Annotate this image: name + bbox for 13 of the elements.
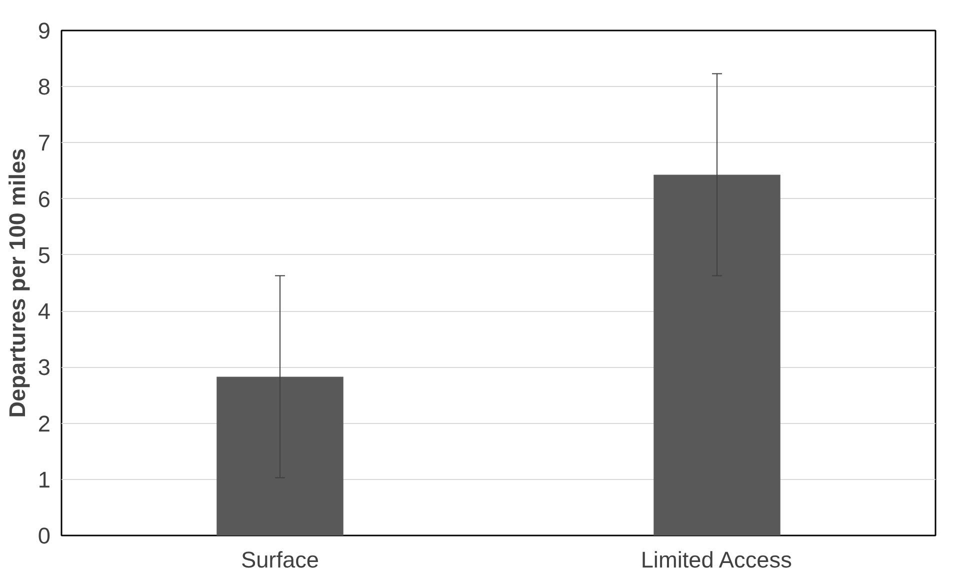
y-tick-label: 1 — [38, 466, 51, 492]
y-tick-label: 7 — [38, 130, 51, 156]
y-tick-label: 9 — [38, 18, 51, 44]
x-tick-label: Surface — [240, 546, 320, 572]
y-tick-label: 6 — [38, 186, 51, 212]
y-axis-title: Departures per 100 miles — [4, 148, 30, 418]
y-tick-label: 5 — [38, 242, 51, 268]
y-tick-label: 3 — [38, 354, 51, 380]
x-tick-label: Limited Access — [640, 546, 792, 572]
y-tick-label: 4 — [38, 298, 51, 324]
y-tick-label: 0 — [38, 522, 51, 548]
y-tick-label: 2 — [38, 410, 51, 436]
y-tick-label: 8 — [38, 74, 51, 100]
